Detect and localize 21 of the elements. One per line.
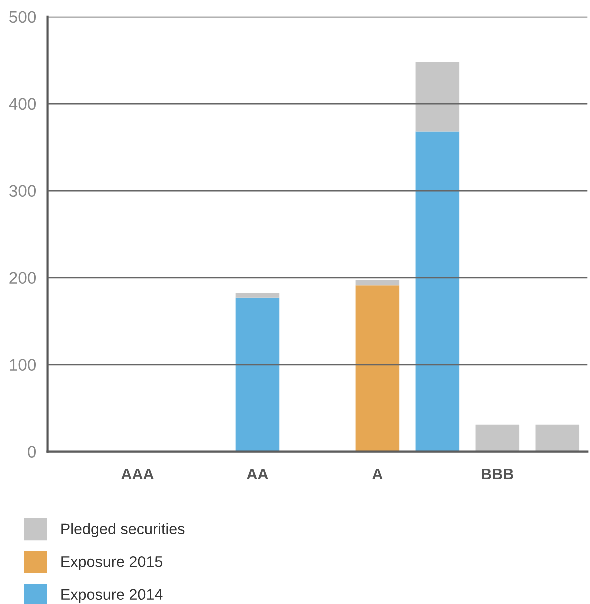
legend-label: Exposure 2015: [62, 556, 163, 570]
x-tick-label: BBB: [482, 469, 514, 480]
y-tick-label: 200: [10, 272, 36, 284]
bar: [356, 280, 400, 286]
legend-label: Exposure 2014: [62, 589, 163, 604]
x-tick-label: A: [372, 469, 383, 480]
y-tick-label: 400: [9, 98, 36, 110]
bar: [536, 424, 580, 452]
bar: [356, 286, 400, 452]
y-tick-label: 0: [28, 446, 36, 458]
bar: [416, 132, 460, 452]
y-tick-label: 100: [10, 359, 36, 372]
legend-label: Pledged securities: [62, 523, 185, 538]
bar: [236, 293, 280, 298]
y-tick-label: 500: [10, 11, 36, 24]
x-tick-label: AAA: [122, 469, 154, 480]
x-tick-label: AA: [247, 469, 268, 480]
bar: [476, 424, 520, 452]
bar: [236, 298, 280, 452]
bar: [416, 62, 460, 132]
y-tick-label: 300: [10, 185, 36, 198]
